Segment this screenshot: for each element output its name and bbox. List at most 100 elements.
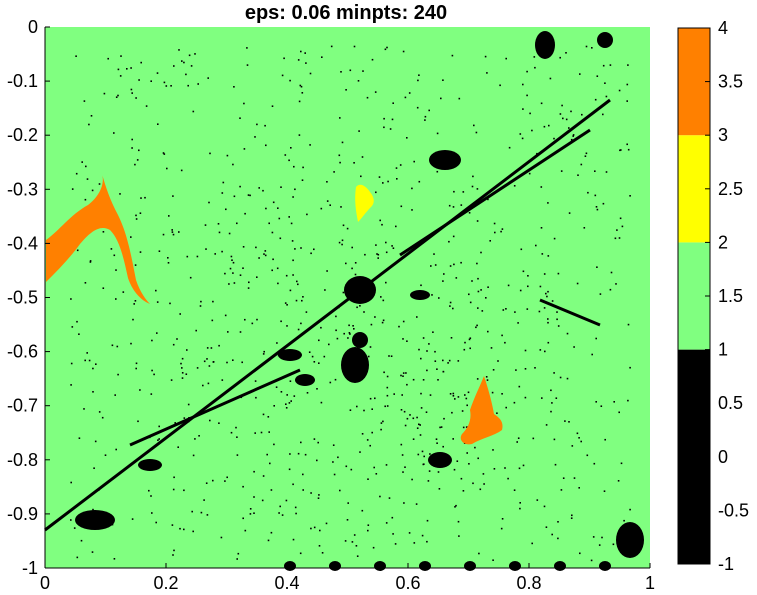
noise-dot (353, 162, 355, 164)
noise-dot (297, 59, 300, 61)
noise-dot (504, 467, 506, 469)
noise-dot (386, 46, 388, 49)
noise-dot (443, 417, 445, 420)
noise-dot (429, 453, 431, 455)
noise-dot (485, 297, 487, 299)
noise-dot (349, 333, 351, 335)
noise-dot (258, 257, 260, 259)
noise-dot (167, 262, 170, 264)
noise-dot (568, 421, 570, 423)
x-tick-label: 0 (40, 573, 50, 593)
noise-dot (344, 540, 347, 542)
noise-dot (400, 409, 403, 411)
noise-dot (283, 57, 285, 60)
noise-dot (275, 386, 278, 388)
noise-blob (295, 374, 315, 386)
noise-dot (514, 311, 516, 313)
noise-dot (522, 270, 525, 273)
noise-dot (585, 152, 588, 155)
noise-dot (150, 80, 152, 82)
noise-dot (452, 392, 455, 395)
noise-dot (353, 534, 356, 536)
noise-dot (203, 360, 206, 363)
noise-dot (412, 417, 415, 420)
x-axis: 0 0.2 0.4 0.6 0.8 1 (40, 563, 655, 593)
noise-dot (185, 373, 188, 375)
noise-dot (204, 224, 207, 226)
noise-dot (278, 512, 280, 514)
noise-dot (92, 508, 94, 511)
noise-dot (419, 434, 422, 436)
noise-dot (367, 478, 369, 480)
noise-dot (194, 438, 196, 440)
noise-dot (426, 350, 428, 352)
noise-dot (610, 271, 613, 274)
noise-dot (578, 437, 580, 439)
noise-dot (468, 293, 470, 296)
noise-dot (376, 253, 378, 255)
noise-dot (81, 161, 83, 163)
noise-dot (78, 437, 81, 439)
noise-dot (515, 369, 517, 371)
noise-dot (583, 227, 586, 229)
noise-dot (289, 79, 291, 82)
noise-dot (293, 395, 296, 397)
noise-dot (276, 267, 279, 270)
noise-dot (540, 186, 543, 188)
noise-dot (442, 370, 445, 373)
noise-dot (590, 559, 593, 562)
noise-dot (120, 55, 122, 57)
noise-dot (371, 58, 374, 61)
y-tick-label: -0.5 (7, 288, 38, 308)
noise-dot (364, 253, 366, 256)
noise-dot (425, 411, 428, 413)
noise-dot (626, 143, 628, 146)
colorbar-band (678, 135, 710, 243)
noise-dot (333, 473, 336, 476)
noise-dot (262, 475, 265, 477)
noise-dot (289, 453, 291, 455)
noise-dot (292, 538, 295, 541)
noise-dot (543, 505, 546, 508)
noise-dot (448, 240, 450, 243)
colorbar-tick-label: -1 (718, 554, 734, 574)
noise-dot (382, 319, 385, 322)
y-tick-label: -0.7 (7, 396, 38, 416)
noise-dot (382, 420, 384, 423)
noise-dot (476, 220, 479, 222)
noise-edge-dot (464, 561, 476, 571)
noise-dot (126, 68, 128, 70)
noise-dot (476, 324, 478, 327)
noise-dot (221, 379, 224, 381)
noise-dot (568, 127, 570, 129)
noise-dot (492, 449, 494, 451)
noise-dot (439, 426, 441, 429)
noise-dot (277, 282, 279, 285)
noise-dot (471, 280, 473, 282)
noise-dot (319, 529, 321, 532)
noise-dot (310, 376, 313, 379)
noise-dot (500, 527, 503, 530)
noise-dot (190, 65, 193, 67)
noise-dot (507, 284, 510, 287)
noise-dot (460, 477, 463, 480)
noise-dot (413, 542, 416, 544)
noise-dot (354, 273, 357, 276)
noise-dot (428, 470, 431, 472)
noise-dot (406, 137, 408, 139)
noise-dot (246, 64, 249, 66)
noise-dot (247, 287, 250, 289)
noise-dot (369, 397, 372, 400)
noise-dot (402, 50, 405, 53)
noise-dot (436, 132, 439, 135)
noise-dot (113, 558, 116, 560)
noise-dot (116, 345, 119, 348)
noise-dot (553, 137, 555, 140)
noise-dot (455, 504, 457, 507)
noise-dot (418, 180, 421, 183)
noise-dot (361, 433, 364, 435)
noise-dot (76, 556, 79, 559)
noise-dot (429, 394, 432, 396)
noise-dot (163, 153, 166, 155)
noise-dot (534, 367, 536, 369)
